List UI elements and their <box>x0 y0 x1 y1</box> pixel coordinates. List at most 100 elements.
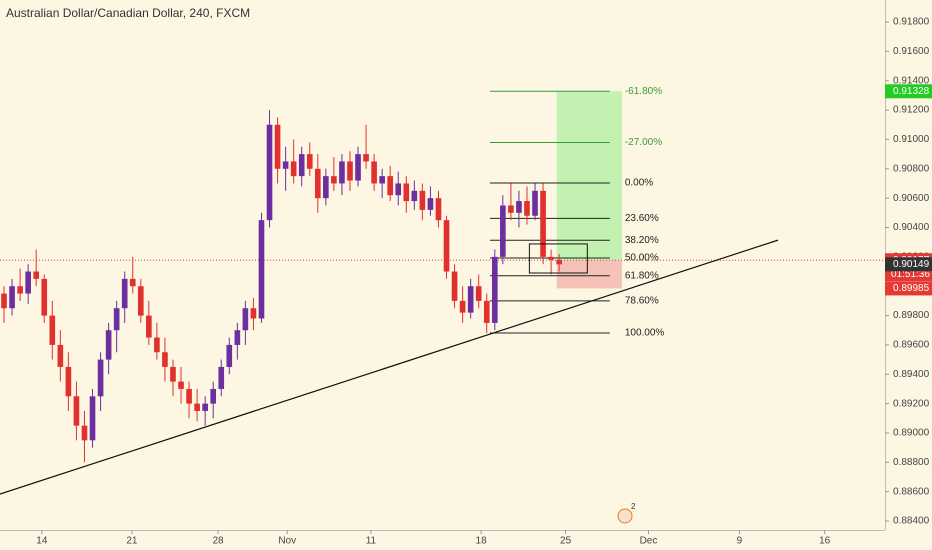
candle-body <box>33 271 40 279</box>
price-badge <box>885 281 932 296</box>
candle-body <box>556 259 562 265</box>
candle-body <box>25 271 31 294</box>
candle-body <box>105 330 112 360</box>
chart-title: Australian Dollar/Canadian Dollar, 240, … <box>6 6 250 20</box>
candle-body <box>379 176 385 184</box>
y-tick-label: 0.89400 <box>893 369 930 380</box>
y-tick-label: 0.91000 <box>893 134 930 145</box>
candle-body <box>9 286 15 309</box>
event-badge: 2 <box>631 502 636 511</box>
y-tick-label: 0.90800 <box>893 163 930 174</box>
candle-body <box>548 256 554 260</box>
trendline <box>0 239 779 495</box>
candle-body <box>266 124 273 221</box>
candle-body <box>121 278 128 309</box>
candle-body <box>186 388 192 404</box>
candle-body <box>49 315 56 345</box>
candle-body <box>508 205 514 213</box>
candle-body <box>355 154 361 181</box>
candle-body <box>532 190 538 216</box>
fib-label: -27.00% <box>625 137 662 148</box>
x-tick-label: 21 <box>126 536 138 547</box>
candle-body <box>129 278 136 287</box>
candle-body <box>250 308 257 319</box>
fib-label: 38.20% <box>625 235 659 246</box>
candle-body <box>65 366 72 397</box>
fib-label: 61.80% <box>625 270 659 281</box>
candle-body <box>339 161 345 184</box>
candle-body <box>1 293 7 309</box>
y-tick-label: 0.91600 <box>893 46 930 57</box>
candle-body <box>347 161 353 181</box>
candle-body <box>306 154 313 169</box>
candle-body <box>137 286 144 316</box>
target-zone <box>556 91 622 261</box>
candle-body <box>395 183 402 196</box>
candle-body <box>234 330 241 345</box>
y-tick-label: 0.91800 <box>893 17 930 28</box>
candle-body <box>242 308 249 331</box>
candle-body <box>435 198 442 221</box>
x-tick-label: 9 <box>737 536 743 547</box>
x-tick-label: 18 <box>476 536 488 547</box>
candle-body <box>97 359 104 397</box>
candle-body <box>194 403 200 411</box>
fib-label: 0.00% <box>625 178 653 189</box>
candle-body <box>475 286 482 301</box>
candle-body <box>491 256 498 323</box>
x-tick-label: 11 <box>366 536 377 547</box>
x-tick-label: 28 <box>212 536 224 547</box>
candle-body <box>154 337 160 353</box>
candle-body <box>371 161 377 184</box>
candle-body <box>113 308 120 331</box>
candle-body <box>540 190 546 257</box>
y-tick-label: 0.88800 <box>893 457 930 468</box>
candle-body <box>162 352 168 367</box>
candle-body <box>17 286 23 294</box>
candle-body <box>314 168 321 199</box>
candle-body <box>81 425 88 441</box>
zone-box <box>528 243 588 274</box>
candle-body <box>290 161 297 177</box>
candle-body <box>274 124 281 169</box>
candle-body <box>516 201 522 213</box>
candle-body <box>459 300 466 313</box>
candle-body <box>451 271 458 301</box>
y-tick-label: 0.89200 <box>893 398 930 409</box>
candle-body <box>387 176 394 196</box>
fib-label: 23.60% <box>625 213 659 224</box>
stop-zone <box>556 260 622 289</box>
y-tick-label: 0.88600 <box>893 486 930 497</box>
price-badge-label: 0.89985 <box>893 283 930 294</box>
y-tick-label: 0.90400 <box>893 222 930 233</box>
candle-body <box>210 388 217 404</box>
countdown-label: 01:51:36 <box>891 269 930 280</box>
candle-body <box>483 300 490 323</box>
y-tick-label: 0.89000 <box>893 428 930 439</box>
y-tick-label: 0.91400 <box>893 75 930 86</box>
event-icon <box>617 508 633 524</box>
fib-label: -61.80% <box>625 86 662 97</box>
candle-body <box>467 286 474 313</box>
x-tick-label: Dec <box>640 536 658 547</box>
price-badge <box>885 84 932 99</box>
candle-body <box>57 344 64 367</box>
candle-body <box>403 183 410 202</box>
y-tick-label: 0.90600 <box>893 193 930 204</box>
price-badge-label: 0.91328 <box>893 86 930 97</box>
candle-body <box>419 190 426 210</box>
candle-body <box>41 278 48 316</box>
candle-body <box>282 161 289 169</box>
candle-body <box>178 381 184 389</box>
x-tick-label: 25 <box>560 536 572 547</box>
fib-label: 100.00% <box>625 328 665 339</box>
candle-body <box>73 396 80 426</box>
candle-body <box>411 190 418 202</box>
x-tick-label: 16 <box>819 536 831 547</box>
candle-body <box>202 403 208 411</box>
candle-body <box>89 396 96 441</box>
candle-body <box>258 220 265 319</box>
price-badge-label: 0.90149 <box>893 259 930 270</box>
